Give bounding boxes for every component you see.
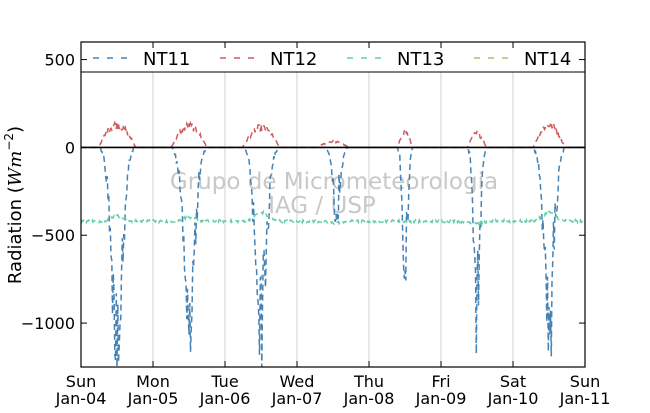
x-tick-label-day: Wed — [280, 372, 315, 391]
x-tick-label-date: Jan-06 — [199, 389, 251, 408]
x-tick-label-day: Sun — [570, 372, 600, 391]
x-tick-label-date: Jan-09 — [415, 389, 467, 408]
y-axis-label-close: ) — [5, 126, 26, 133]
series-line — [80, 209, 586, 227]
watermark-line-2: IAG / USP — [268, 193, 376, 219]
y-axis: 500 0 −500 −1000 — [21, 51, 585, 333]
x-tick-label-day: Fri — [431, 372, 450, 391]
legend: NT11 NT12 NT13 NT14 — [80, 41, 586, 73]
x-tick-label-day: Tue — [210, 372, 238, 391]
y-axis-label-text: Radiation ( — [5, 186, 26, 284]
y-tick-label: −1000 — [21, 314, 75, 333]
x-tick-label-date: Jan-08 — [343, 389, 395, 408]
y-axis-label-unit: Wm — [5, 151, 26, 187]
legend-label: NT11 — [143, 49, 190, 70]
plot-frame — [80, 41, 586, 368]
x-tick-label-day: Sun — [66, 372, 96, 391]
legend-label: NT12 — [270, 49, 317, 70]
grid-lines — [152, 42, 514, 367]
plot-area — [81, 42, 585, 367]
y-tick-label: −500 — [31, 226, 75, 245]
watermark: Grupo de Micrometeorologia IAG / USP — [170, 169, 498, 219]
legend-label: NT13 — [397, 49, 444, 70]
x-tick-label-day: Sat — [500, 372, 526, 391]
x-tick-label-date: Jan-04 — [55, 389, 107, 408]
y-axis-label: Radiation (Wm−2) — [2, 126, 26, 284]
y-axis-label-exponent: −2 — [2, 133, 16, 151]
x-tick-label-day: Thu — [353, 372, 384, 391]
y-tick-label: 0 — [65, 138, 75, 157]
y-tick-label: 500 — [44, 51, 75, 70]
legend-label: NT14 — [524, 49, 571, 70]
x-tick-label-date: Jan-07 — [271, 389, 323, 408]
x-tick-label-date: Jan-11 — [559, 389, 611, 408]
x-tick-label-date: Jan-05 — [127, 389, 179, 408]
x-tick-label-date: Jan-10 — [487, 389, 539, 408]
x-tick-label-day: Mon — [136, 372, 170, 391]
x-axis: SunJan-04MonJan-05TueJan-06WedJan-07ThuJ… — [55, 42, 611, 408]
